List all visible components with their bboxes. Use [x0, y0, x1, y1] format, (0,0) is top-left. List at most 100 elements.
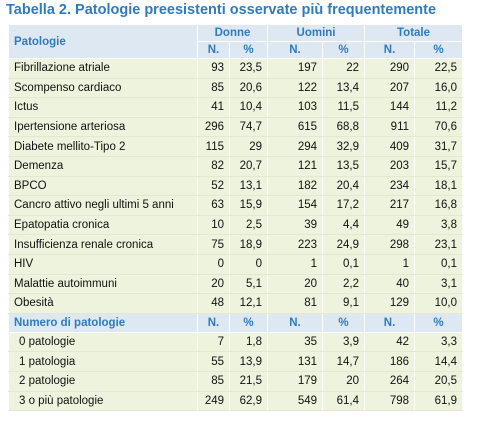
row-label: 3 o più patologie [8, 390, 198, 412]
cell: 75 [197, 234, 230, 255]
cell: 0 [229, 253, 268, 275]
cell: 20 [321, 370, 366, 392]
row-label: Ictus [8, 97, 198, 118]
row-label: BPCO [8, 175, 198, 197]
table-row: Malattie autoimmuni 20 5,1 20 2,2 40 3,1 [8, 273, 464, 295]
table-row: Scompenso cardiaco 85 20,6 122 13,4 207 16,0 [8, 77, 464, 99]
cell: 223 [267, 234, 323, 255]
header-row: N.% N.% N.% [9, 41, 464, 59]
cell: 179 [267, 370, 323, 392]
table-row: Diabete mellito-Tipo 2 115 29 294 32,9 409 31,… [8, 136, 464, 157]
cell: 31,7 [414, 136, 464, 157]
cell: 20 [267, 273, 323, 295]
cell: 41 [197, 97, 230, 118]
row-label: Epatopatia cronica [8, 214, 198, 236]
table-row: BPCO 52 13,1 182 20,4 234 18,1 [8, 175, 464, 197]
cell: 5,1 [229, 273, 268, 295]
cell: 13,9 [229, 351, 268, 372]
table-row: HIV 0 0 1 0,1 1 0,1 [8, 253, 464, 275]
cell: 3,1 [414, 273, 464, 295]
group-header: Totale [364, 24, 464, 42]
cell: 911 [364, 116, 416, 138]
cell: 21,5 [229, 370, 268, 392]
cell: 18,1 [414, 175, 464, 197]
cell: 154 [267, 195, 323, 216]
cell: 182 [267, 175, 323, 197]
cell: 1 [364, 253, 416, 275]
row-label: HIV [8, 253, 198, 275]
column-header: % [321, 312, 366, 333]
column-header: % [321, 41, 366, 59]
cell: 4,4 [321, 214, 366, 236]
cell: 7 [197, 331, 230, 353]
cell: 1,8 [229, 331, 268, 353]
cell: 217 [364, 195, 416, 216]
table-row: 2 patologie 85 21,5 179 20 264 20,5 [8, 370, 464, 392]
column-header: % [414, 41, 464, 59]
cell: 294 [267, 136, 323, 157]
table-row: Ipertensione arteriosa 296 74,7 615 68,8 911 7… [8, 116, 464, 138]
cell: 144 [364, 97, 416, 118]
cell: 11,2 [414, 97, 464, 118]
cell: 13,1 [229, 175, 268, 197]
cell: 13,5 [321, 155, 366, 177]
cell: 14,7 [321, 351, 366, 372]
cell: 29 [229, 136, 268, 157]
cell: 290 [364, 58, 416, 79]
row-label: Diabete mellito-Tipo 2 [8, 136, 198, 157]
group-header: Donne [197, 24, 268, 42]
table-row: Demenza 82 20,7 121 13,5 203 15,7 [8, 155, 464, 177]
row-label: Malattie autoimmuni [8, 273, 198, 295]
cell: 70,6 [414, 116, 464, 138]
section-header: Numero di patologie N.% N.% N.% [8, 312, 464, 333]
cell: 16,8 [414, 195, 464, 216]
cell: 24,9 [321, 234, 366, 255]
cell: 122 [267, 77, 323, 99]
cell: 13,4 [321, 77, 366, 99]
cell: 11,5 [321, 97, 366, 118]
row-label: 0 patologie [8, 331, 198, 353]
cell: 82 [197, 155, 230, 177]
table-row: 3 o più patologie 249 62,9 549 61,4 798 61,9 [8, 390, 464, 412]
corner-header: Patologie [8, 24, 198, 59]
cell: 3,3 [414, 331, 464, 353]
cell: 249 [197, 390, 230, 412]
row-label: Ipertensione arteriosa [8, 116, 198, 138]
column-header: N. [267, 312, 323, 333]
cell: 296 [197, 116, 230, 138]
cell: 409 [364, 136, 416, 157]
cell: 15,7 [414, 155, 464, 177]
column-header: N. [267, 41, 323, 59]
cell: 2,2 [321, 273, 366, 295]
table-row: 1 patologia 55 13,9 131 14,7 186 14,4 [8, 351, 464, 372]
cell: 20,6 [229, 77, 268, 99]
cell: 615 [267, 116, 323, 138]
cell: 61,9 [414, 390, 464, 412]
row-label: Obesità [8, 293, 198, 314]
column-header: N. [197, 312, 230, 333]
cell: 798 [364, 390, 416, 412]
cell: 22 [321, 58, 366, 79]
cell: 3,8 [414, 214, 464, 236]
row-label: Cancro attivo negli ultimi 5 anni [8, 195, 198, 216]
cell: 20,5 [414, 370, 464, 392]
cell: 0,1 [414, 253, 464, 275]
cell: 52 [197, 175, 230, 197]
cell: 63 [197, 195, 230, 216]
cell: 35 [267, 331, 323, 353]
cell: 32,9 [321, 136, 366, 157]
cell: 48 [197, 293, 230, 314]
cell: 549 [267, 390, 323, 412]
cell: 12,1 [229, 293, 268, 314]
cell: 234 [364, 175, 416, 197]
cell: 39 [267, 214, 323, 236]
table-row: Obesità 48 12,1 81 9,1 129 10,0 [8, 293, 464, 314]
cell: 49 [364, 214, 416, 236]
cell: 10,0 [414, 293, 464, 314]
cell: 68,8 [321, 116, 366, 138]
cell: 61,4 [321, 390, 366, 412]
cell: 20,7 [229, 155, 268, 177]
cell: 23,5 [229, 58, 268, 79]
row-label: Scompenso cardiaco [8, 77, 198, 99]
